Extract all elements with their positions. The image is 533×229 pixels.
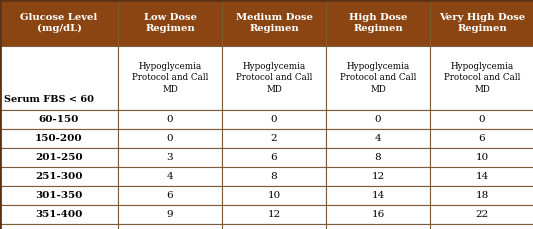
Bar xyxy=(430,205,533,224)
Text: 251-300: 251-300 xyxy=(35,172,83,181)
Text: 14: 14 xyxy=(475,172,489,181)
Text: 6: 6 xyxy=(479,134,486,143)
Bar xyxy=(430,224,533,229)
Text: 12: 12 xyxy=(268,210,281,219)
Bar xyxy=(222,129,326,148)
Bar xyxy=(430,110,533,129)
Text: 0: 0 xyxy=(167,134,173,143)
Text: 0: 0 xyxy=(167,115,173,124)
Bar xyxy=(222,205,326,224)
Bar xyxy=(118,0,222,46)
Text: Glucose Level
(mg/dL): Glucose Level (mg/dL) xyxy=(20,13,98,33)
Bar xyxy=(326,148,430,167)
Text: 2: 2 xyxy=(271,134,277,143)
Text: Serum FBS < 60: Serum FBS < 60 xyxy=(4,95,94,104)
Bar xyxy=(222,110,326,129)
Text: 9: 9 xyxy=(167,210,173,219)
Text: Hypoglycemia
Protocol and Call
MD: Hypoglycemia Protocol and Call MD xyxy=(132,62,208,94)
Bar xyxy=(118,46,222,110)
Text: 4: 4 xyxy=(375,134,381,143)
Bar xyxy=(430,129,533,148)
Bar xyxy=(118,129,222,148)
Bar xyxy=(118,224,222,229)
Text: 351-400: 351-400 xyxy=(35,210,83,219)
Bar xyxy=(0,129,118,148)
Text: 22: 22 xyxy=(475,210,489,219)
Bar xyxy=(430,0,533,46)
Text: 60-150: 60-150 xyxy=(39,115,79,124)
Bar xyxy=(326,46,430,110)
Bar xyxy=(326,224,430,229)
Bar xyxy=(0,0,118,46)
Text: 150-200: 150-200 xyxy=(35,134,83,143)
Text: 201-250: 201-250 xyxy=(35,153,83,162)
Text: 18: 18 xyxy=(475,191,489,200)
Bar xyxy=(222,224,326,229)
Bar xyxy=(222,167,326,186)
Bar xyxy=(222,46,326,110)
Bar xyxy=(222,148,326,167)
Text: Hypoglycemia
Protocol and Call
MD: Hypoglycemia Protocol and Call MD xyxy=(340,62,416,94)
Text: 14: 14 xyxy=(372,191,385,200)
Bar xyxy=(118,148,222,167)
Bar xyxy=(118,186,222,205)
Bar xyxy=(0,110,118,129)
Bar xyxy=(0,167,118,186)
Text: 4: 4 xyxy=(167,172,173,181)
Bar xyxy=(0,148,118,167)
Text: 16: 16 xyxy=(372,210,385,219)
Text: Very High Dose
Regimen: Very High Dose Regimen xyxy=(439,13,525,33)
Bar xyxy=(430,46,533,110)
Bar xyxy=(430,148,533,167)
Text: 301-350: 301-350 xyxy=(35,191,83,200)
Text: Low Dose
Regimen: Low Dose Regimen xyxy=(143,13,197,33)
Text: Medium Dose
Regimen: Medium Dose Regimen xyxy=(236,13,312,33)
Text: 10: 10 xyxy=(268,191,281,200)
Bar xyxy=(430,167,533,186)
Text: 0: 0 xyxy=(375,115,381,124)
Text: 6: 6 xyxy=(271,153,277,162)
Text: 10: 10 xyxy=(475,153,489,162)
Text: High Dose
Regimen: High Dose Regimen xyxy=(349,13,407,33)
Text: Hypoglycemia
Protocol and Call
MD: Hypoglycemia Protocol and Call MD xyxy=(236,62,312,94)
Bar xyxy=(326,110,430,129)
Bar xyxy=(430,186,533,205)
Bar xyxy=(118,167,222,186)
Bar xyxy=(118,110,222,129)
Bar xyxy=(326,129,430,148)
Text: 6: 6 xyxy=(167,191,173,200)
Text: Hypoglycemia
Protocol and Call
MD: Hypoglycemia Protocol and Call MD xyxy=(444,62,520,94)
Bar xyxy=(326,186,430,205)
Bar xyxy=(326,0,430,46)
Bar xyxy=(118,205,222,224)
Text: 0: 0 xyxy=(271,115,277,124)
Bar xyxy=(0,224,118,229)
Text: 8: 8 xyxy=(375,153,381,162)
Bar xyxy=(326,167,430,186)
Text: 12: 12 xyxy=(372,172,385,181)
Bar xyxy=(222,0,326,46)
Bar xyxy=(326,205,430,224)
Bar xyxy=(0,205,118,224)
Bar xyxy=(0,186,118,205)
Text: 3: 3 xyxy=(167,153,173,162)
Bar xyxy=(222,186,326,205)
Text: 8: 8 xyxy=(271,172,277,181)
Text: 0: 0 xyxy=(479,115,486,124)
Bar xyxy=(0,46,118,110)
